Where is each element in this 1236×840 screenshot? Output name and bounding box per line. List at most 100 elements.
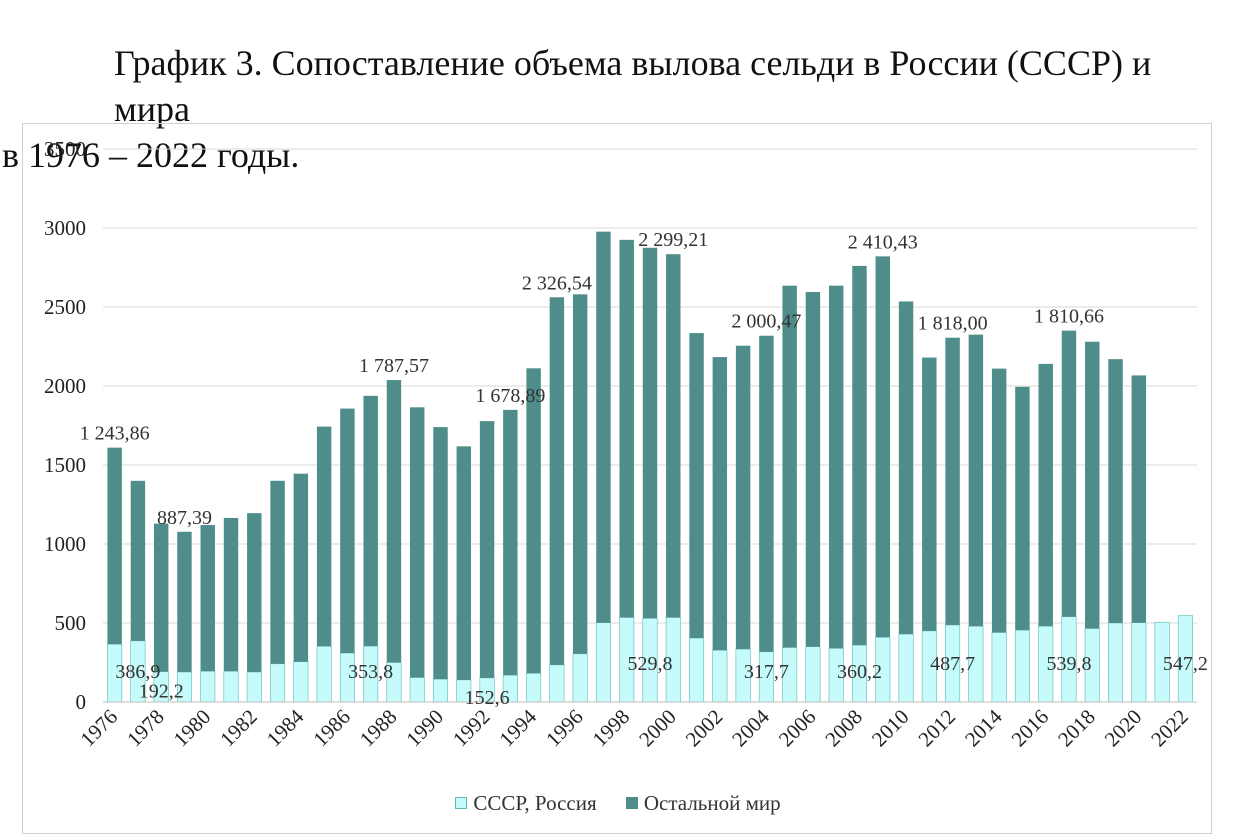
bar-world-1999 [642, 247, 658, 619]
bar-world-2015 [1015, 386, 1030, 631]
bar-world-1982 [247, 513, 262, 672]
bar-world-2020 [1131, 375, 1147, 623]
y-tick-label: 1000 [44, 532, 86, 556]
bar-world-1992 [479, 421, 495, 678]
chart-title: График 3. Сопоставление объема вылова се… [0, 40, 1236, 178]
x-tick-label: 2016 [1007, 705, 1054, 752]
x-tick-label: 1990 [401, 705, 448, 752]
x-tick-label: 1984 [262, 704, 309, 751]
bar-world-2019 [1108, 359, 1123, 623]
legend-item-russia: СССР, Россия [455, 791, 597, 816]
x-tick-label: 1994 [494, 704, 541, 751]
chart-area-frame [22, 123, 1212, 834]
bar-world-1997 [596, 231, 611, 623]
legend-swatch-world [625, 797, 638, 809]
bar-world-2016 [1038, 363, 1053, 627]
bar-world-2017 [1061, 330, 1077, 617]
bar-world-2005 [782, 285, 797, 648]
bar-world-2018 [1085, 341, 1100, 629]
bar-world-1986 [340, 408, 355, 654]
bar-world-2007 [828, 285, 844, 649]
bar-world-2011 [922, 357, 937, 631]
data-label: 2 410,43 [848, 231, 918, 253]
bar-russia-2006 [805, 646, 821, 703]
x-tick-label: 1996 [541, 705, 588, 752]
bar-world-2006 [805, 291, 821, 647]
data-label: 192,2 [139, 681, 184, 703]
x-tick-label: 2004 [727, 704, 774, 751]
legend-item-world: Остальной мир [625, 790, 781, 816]
data-label: 360,2 [837, 661, 882, 683]
bar-russia-1990 [432, 678, 449, 703]
bar-world-1978 [153, 523, 169, 672]
y-tick-label: 3500 [44, 137, 86, 161]
bar-world-2004 [759, 335, 774, 652]
bar-russia-1995 [549, 664, 565, 703]
x-tick-label: 2018 [1053, 705, 1100, 752]
x-tick-label: 2002 [681, 705, 728, 752]
bar-russia-2001 [689, 637, 705, 703]
data-label: 2 000,47 [731, 311, 801, 333]
bar-world-1996 [572, 294, 588, 654]
bar-russia-1997 [595, 622, 611, 703]
bar-russia-1983 [270, 663, 286, 703]
y-tick-label: 2500 [44, 295, 86, 319]
y-tick-label: 2000 [44, 374, 86, 398]
bar-russia-1980 [200, 670, 216, 703]
bar-russia-2020 [1131, 622, 1147, 703]
data-label: 317,7 [744, 661, 789, 683]
bar-russia-1996 [572, 653, 588, 703]
x-tick-label: 1988 [355, 705, 402, 752]
bar-world-1993 [503, 409, 518, 676]
data-label: 529,8 [628, 653, 673, 675]
bar-russia-1985 [316, 645, 332, 703]
x-tick-label: 2012 [913, 705, 960, 752]
data-label: 386,9 [115, 661, 160, 683]
bar-world-1980 [200, 525, 215, 672]
bar-world-1988 [386, 380, 402, 663]
title-line-2: в 1976 – 2022 годы. [2, 135, 300, 175]
title-line-1: График 3. Сопоставление объема вылова се… [114, 43, 1152, 129]
x-tick-label: 1992 [448, 705, 495, 752]
data-label: 1 810,66 [1034, 306, 1104, 328]
x-tick-label: 2008 [820, 705, 867, 752]
data-label: 2 326,54 [522, 272, 592, 294]
legend-label-world: Остальной мир [643, 790, 781, 815]
bar-world-1976 [107, 447, 122, 645]
data-label: 547,2 [1163, 653, 1208, 675]
x-tick-label: 1986 [308, 705, 355, 752]
x-tick-label: 2020 [1100, 705, 1147, 752]
data-label: 487,7 [930, 653, 975, 675]
bar-world-1979 [177, 531, 192, 672]
bar-world-1991 [456, 446, 472, 680]
bar-russia-1984 [293, 661, 309, 703]
bar-world-2001 [689, 333, 704, 639]
bar-russia-2014 [991, 632, 1007, 703]
x-tick-label: 2014 [960, 704, 1007, 751]
bar-world-1995 [549, 297, 565, 665]
bar-world-2009 [875, 256, 890, 638]
bar-world-2012 [945, 337, 960, 625]
bar-world-2008 [852, 265, 867, 646]
y-tick-label: 3000 [44, 216, 86, 240]
data-label: 353,8 [348, 661, 393, 683]
data-label: 1 818,00 [918, 313, 988, 335]
bar-russia-2019 [1108, 622, 1124, 703]
bar-world-2013 [968, 334, 984, 627]
bar-world-1977 [130, 480, 146, 641]
legend-swatch-russia [455, 797, 468, 809]
bar-world-1984 [293, 473, 309, 662]
x-tick-label: 1978 [122, 705, 169, 752]
bar-russia-2010 [898, 633, 914, 703]
bar-world-1994 [526, 368, 541, 674]
data-label: 539,8 [1046, 653, 1091, 675]
bar-world-1998 [619, 239, 634, 618]
bar-world-1985 [316, 426, 332, 647]
data-label: 152,6 [465, 687, 510, 709]
y-tick-label: 0 [76, 690, 87, 714]
x-tick-label: 2006 [774, 705, 821, 752]
legend: СССР, Россия Остальной мир [0, 790, 1236, 816]
data-label: 1 243,86 [80, 423, 150, 445]
x-tick-label: 1980 [169, 705, 216, 752]
